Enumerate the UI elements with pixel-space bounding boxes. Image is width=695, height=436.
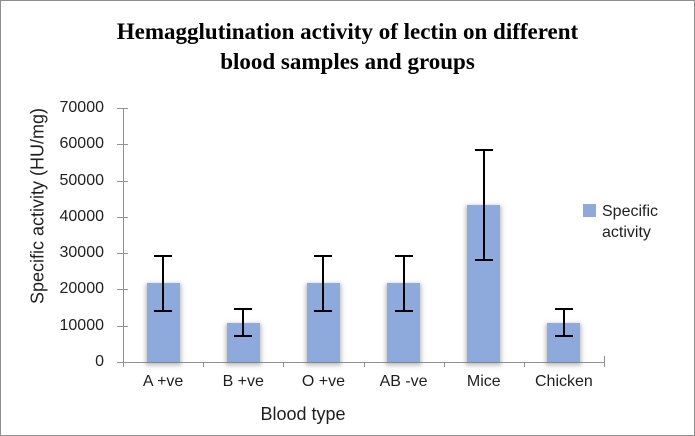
error-bar-cap-top (234, 307, 253, 310)
x-category-label-a-ve: A +ve (142, 373, 184, 390)
y-tick (117, 144, 128, 146)
error-bar-cap-top (154, 254, 173, 257)
y-tick-label: 20000 (59, 280, 105, 298)
y-axis-line (123, 108, 124, 362)
x-axis-title: Blood type (260, 404, 346, 424)
legend-swatch-icon (583, 204, 596, 217)
y-tick (117, 180, 128, 182)
y-tick-label: 30000 (59, 244, 105, 262)
x-tick (123, 362, 124, 367)
y-tick (117, 253, 128, 255)
y-tick (117, 216, 128, 218)
y-tick-label: 10000 (59, 316, 105, 334)
x-tick (363, 362, 365, 367)
x-category-label-o-ve: O +ve (301, 373, 345, 390)
legend-label: Specific activity (602, 203, 659, 241)
x-category-label-ab-ve: AB -ve (379, 373, 428, 390)
error-bar-cap-bottom (154, 309, 173, 312)
y-tick-label: 70000 (59, 99, 105, 116)
x-tick (203, 362, 205, 367)
error-bar-cap-top (314, 254, 333, 257)
y-tick (117, 108, 128, 109)
error-bar-a-ve (162, 255, 165, 311)
chart-title-line-2: blood samples and groups (220, 49, 475, 74)
y-tick (117, 289, 128, 291)
x-tick (604, 356, 605, 367)
chart-title-line-1: Hemagglutination activity of lectin on d… (116, 19, 579, 44)
y-tick (117, 362, 128, 363)
error-bar-ab-ve (402, 255, 405, 311)
error-bar-chicken (562, 308, 565, 337)
error-bar-b-ve (242, 308, 245, 337)
y-tick-label: 60000 (59, 135, 105, 153)
x-category-label-mice: Mice (466, 373, 501, 390)
y-tick-label: 50000 (59, 171, 105, 189)
error-bar-o-ve (322, 255, 325, 311)
x-category-label-chicken: Chicken (535, 373, 593, 390)
error-bar-cap-bottom (234, 335, 253, 338)
error-bar-cap-top (474, 148, 493, 151)
y-tick-label: 40000 (59, 207, 105, 225)
x-category-label-b-ve: B +ve (222, 373, 264, 390)
chart-title: Hemagglutination activity of lectin on d… (1, 17, 694, 77)
y-tick (117, 325, 128, 327)
error-bar-cap-top (394, 254, 413, 257)
y-tick-label: 0 (95, 353, 104, 370)
x-tick (443, 362, 445, 367)
error-bar-cap-top (554, 307, 573, 310)
error-bar-cap-bottom (314, 309, 333, 312)
x-tick (523, 362, 525, 367)
error-bar-cap-bottom (474, 258, 493, 261)
legend: Specific activity (583, 201, 672, 243)
error-bar-cap-bottom (554, 335, 573, 338)
error-bar-mice (482, 149, 485, 260)
x-tick (283, 362, 285, 367)
error-bar-cap-bottom (394, 309, 413, 312)
